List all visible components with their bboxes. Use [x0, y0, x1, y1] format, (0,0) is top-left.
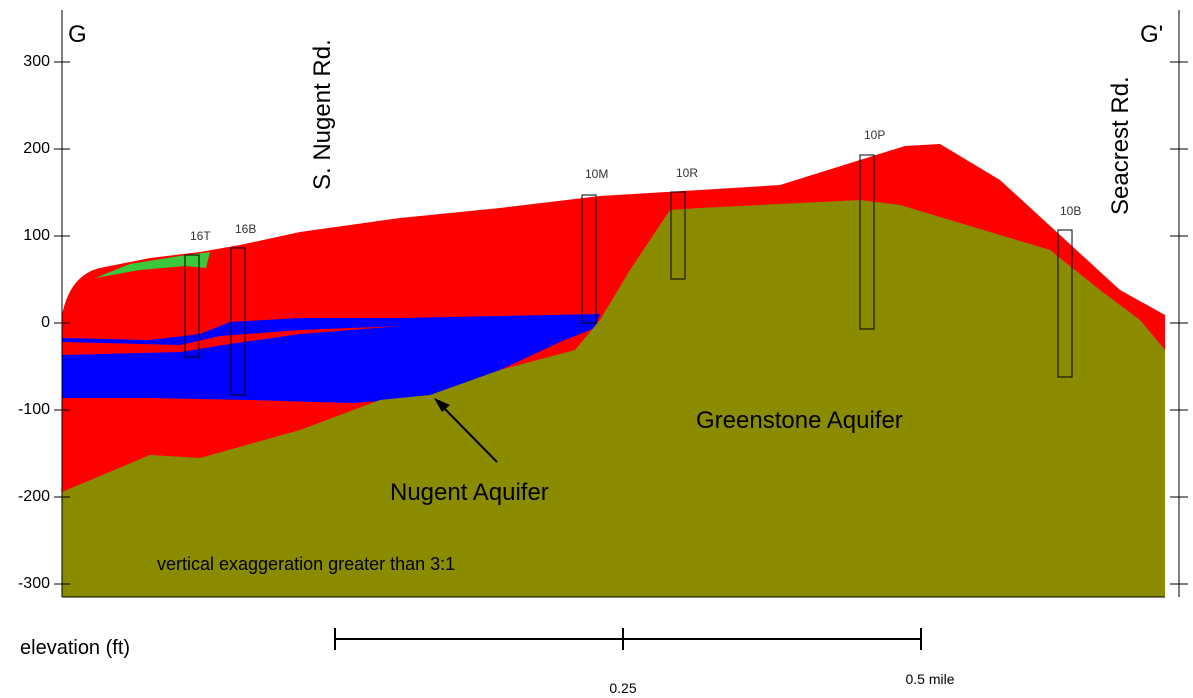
- well-label: 10B: [1060, 204, 1081, 218]
- tick-label: -300: [18, 575, 50, 592]
- unit-label: Greenstone Aquifer: [696, 407, 903, 434]
- scale-label: 0.5 mile: [905, 671, 954, 687]
- well-label: 10P: [864, 128, 885, 142]
- tick-label: -100: [18, 401, 50, 418]
- well-label: 16B: [235, 222, 256, 236]
- tick-label: 200: [23, 140, 50, 157]
- tick-label: 0: [41, 314, 50, 331]
- section-end: G': [1140, 21, 1163, 48]
- section-start: G: [68, 21, 87, 48]
- tick-label: 300: [23, 53, 50, 70]
- tick-label: -200: [18, 488, 50, 505]
- well-label: 10M: [585, 167, 608, 181]
- axis-label: elevation (ft): [20, 637, 130, 659]
- road-label: S. Nugent Rd.: [309, 39, 336, 190]
- cross-section: 16T 16B 10M 10R 10P 10B G G' S. Nugent R…: [0, 0, 1193, 698]
- road-label: Seacrest Rd.: [1107, 76, 1134, 215]
- unit-label: Nugent Aquifer: [390, 479, 549, 506]
- scale-label: 0.25: [609, 680, 636, 696]
- tick-label: 100: [23, 227, 50, 244]
- note: vertical exaggeration greater than 3:1: [157, 554, 455, 574]
- well-label: 10R: [676, 166, 698, 180]
- well-label: 16T: [190, 229, 211, 243]
